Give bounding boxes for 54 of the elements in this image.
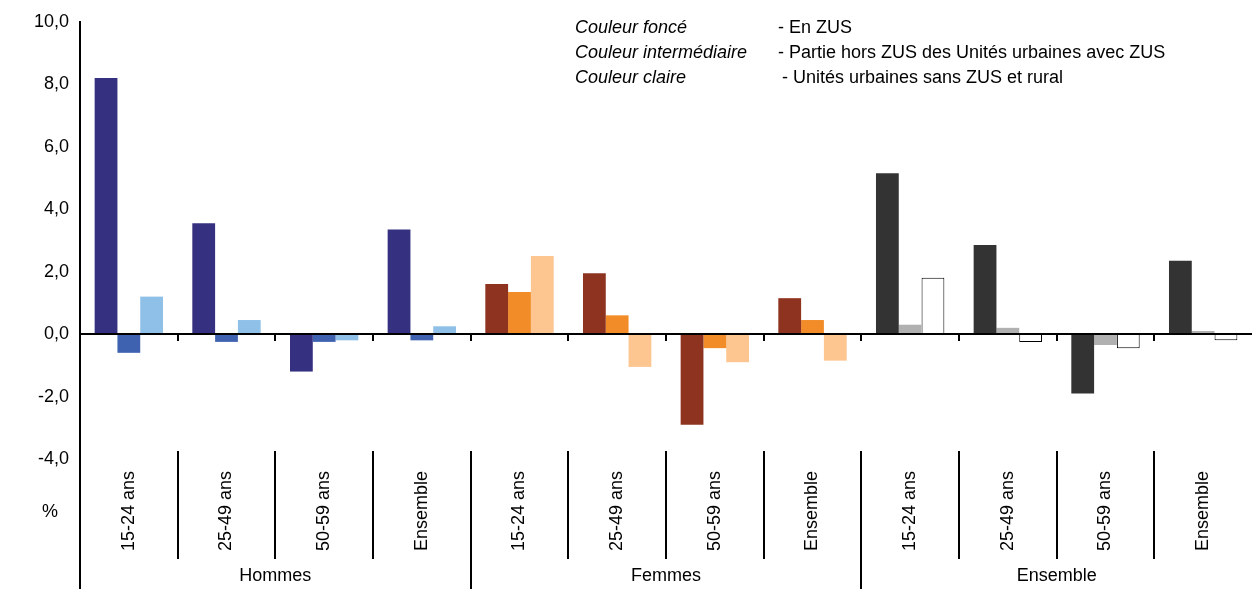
x-tick-label: 25-49 ans xyxy=(996,471,1017,552)
y-tick-label: 8,0 xyxy=(43,73,69,94)
y-tick-label: 0,0 xyxy=(43,323,69,344)
bar xyxy=(973,245,997,335)
bar xyxy=(778,298,802,335)
text: Ensemble xyxy=(1016,564,1097,585)
bar xyxy=(726,334,750,363)
y-axis-title: % xyxy=(41,500,59,521)
bar xyxy=(1168,260,1192,335)
annotation: - En ZUS xyxy=(778,16,853,37)
y-tick-label: 4,0 xyxy=(43,198,69,219)
bar xyxy=(237,320,261,335)
x-tick-label: Ensemble xyxy=(410,471,431,552)
x-tick-label: 15-24 ans xyxy=(117,471,138,552)
bar xyxy=(192,223,216,335)
x-tick-label: 25-49 ans xyxy=(215,471,236,552)
x-tick-label: Ensemble xyxy=(1192,471,1213,552)
text: Hommes xyxy=(239,564,312,585)
y-tick-label: 10,0 xyxy=(33,10,69,31)
bar xyxy=(680,334,704,425)
y-tick-label: 6,0 xyxy=(43,135,69,156)
text: Femmes xyxy=(630,564,702,585)
bar xyxy=(582,273,606,335)
x-tick-label: 25-49 ans xyxy=(606,471,627,552)
annotation: Couleur claire xyxy=(575,67,687,87)
annotation: Couleur intermédiaire xyxy=(575,42,748,62)
x-tick-label: 50-59 ans xyxy=(313,471,334,552)
annotation: - Partie hors ZUS des Unités urbaines avec ZUS xyxy=(778,41,1166,62)
bar xyxy=(94,78,118,335)
bar xyxy=(703,334,727,349)
y-tick-label: -4,0 xyxy=(37,447,69,468)
y-tick-label: 2,0 xyxy=(43,260,69,281)
x-tick-label: 15-24 ans xyxy=(899,471,920,552)
x-tick-label: 50-59 ans xyxy=(703,471,724,552)
bar xyxy=(508,291,531,335)
bar xyxy=(875,173,899,335)
annotation: Couleur foncé xyxy=(575,17,688,37)
bar xyxy=(289,334,313,372)
bar xyxy=(1071,334,1095,394)
bar xyxy=(1094,334,1117,346)
y-tick-label: -2,0 xyxy=(37,385,69,406)
bar xyxy=(485,284,509,335)
x-tick-label: 15-24 ans xyxy=(508,471,529,552)
bar xyxy=(117,334,141,353)
x-tick-label: Ensemble xyxy=(801,471,822,552)
bar xyxy=(823,334,847,361)
bar xyxy=(140,296,164,335)
annotation: - Unités urbaines sans ZUS et rural xyxy=(782,66,1064,87)
bar xyxy=(628,334,652,367)
bar xyxy=(530,256,554,335)
bar xyxy=(387,229,411,335)
x-tick-label: 50-59 ans xyxy=(1094,471,1115,552)
bar xyxy=(801,320,824,335)
bar xyxy=(605,315,629,335)
